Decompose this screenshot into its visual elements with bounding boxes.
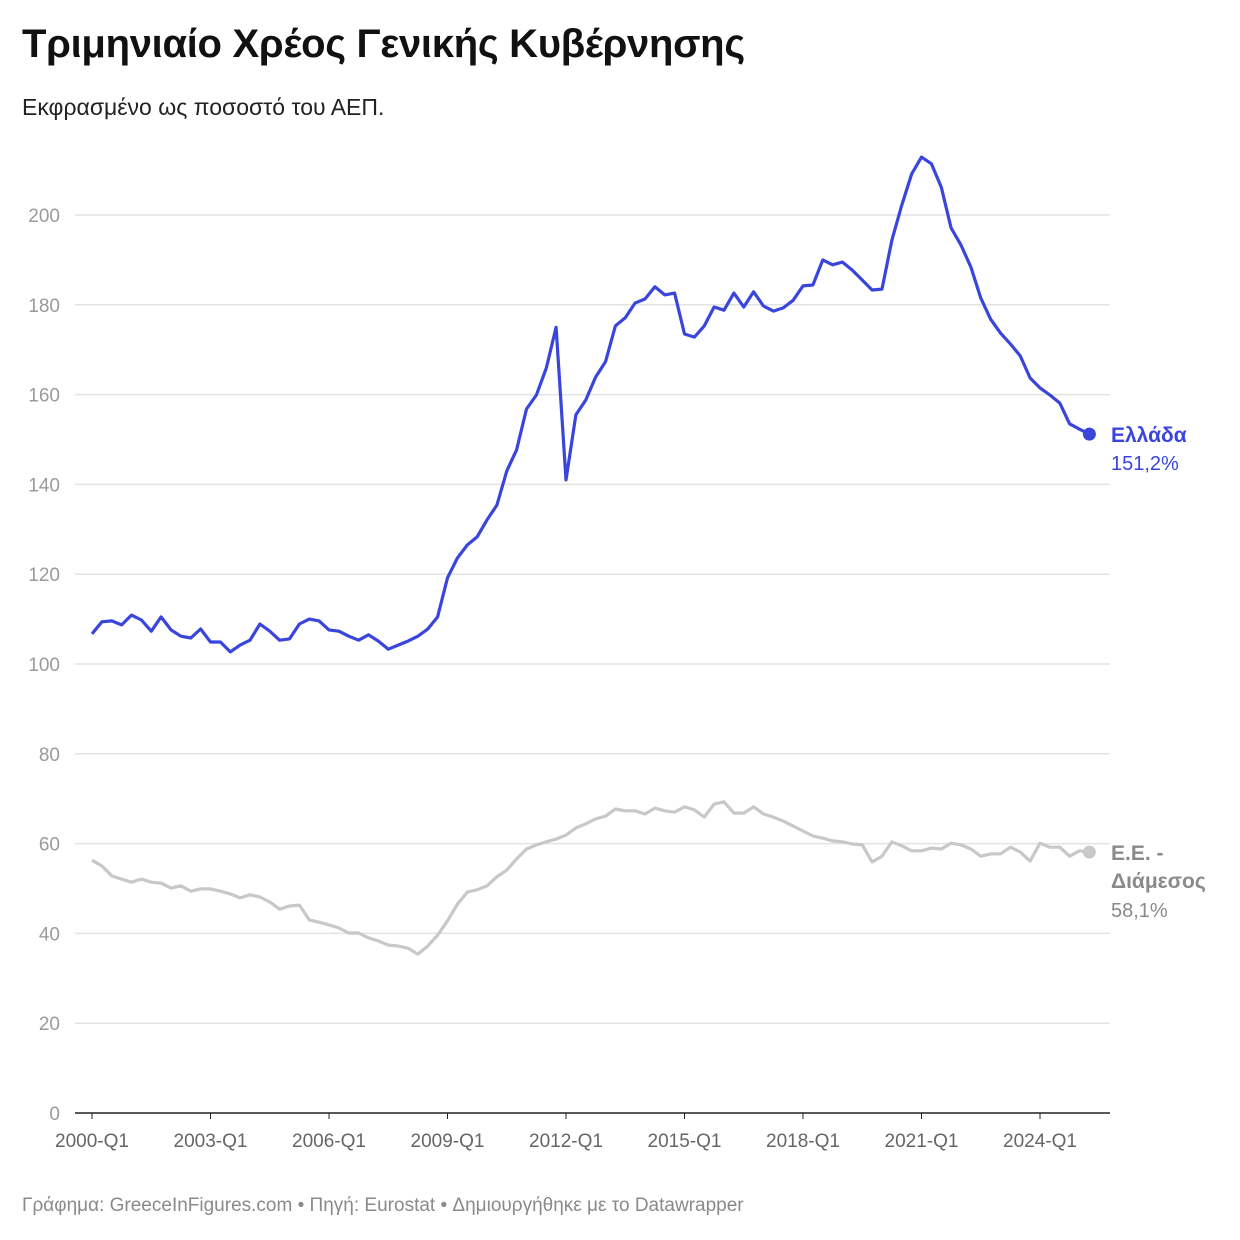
y-tick-label: 140 [28,475,60,496]
chart-title: Τριμηνιαίο Χρέος Γενικής Κυβέρνησης [22,22,745,66]
y-tick-label: 200 [28,206,60,227]
series-line [91,800,1090,956]
y-tick-label: 0 [49,1104,60,1125]
y-tick-label: 120 [28,565,60,586]
x-tick-label: 2000-Q1 [55,1131,129,1152]
y-tick-label: 160 [28,386,60,407]
chart-footer: Γράφημα: GreeceInFigures.com • Πηγή: Eur… [22,1195,744,1216]
y-tick-label: 100 [28,655,60,676]
chart-subtitle: Εκφρασμένο ως ποσοστό του ΑΕΠ. [22,94,385,120]
y-tick-label: 180 [28,296,60,317]
series-label-name: Ε.Ε. - [1111,842,1164,865]
x-tick-label: 2018-Q1 [766,1131,840,1152]
x-tick-label: 2021-Q1 [885,1131,959,1152]
y-tick-label: 80 [39,745,60,766]
series-end-dot [1082,427,1096,441]
y-tick-label: 40 [39,924,60,945]
series-label-value: 151,2% [1111,453,1179,475]
x-tick-label: 2006-Q1 [292,1131,366,1152]
series-line [90,155,1091,654]
y-tick-label: 60 [39,835,60,856]
x-tick-label: 2015-Q1 [648,1131,722,1152]
series-label-value: 58,1% [1111,900,1168,922]
x-tick-label: 2009-Q1 [411,1131,485,1152]
x-tick-label: 2012-Q1 [529,1131,603,1152]
series-label-name: Διάμεσος [1111,870,1206,893]
x-tick-label: 2024-Q1 [1003,1131,1077,1152]
series-label-name: Ελλάδα [1111,424,1187,447]
series-end-dot [1082,845,1096,859]
x-tick-label: 2003-Q1 [174,1131,248,1152]
y-tick-label: 20 [39,1014,60,1035]
